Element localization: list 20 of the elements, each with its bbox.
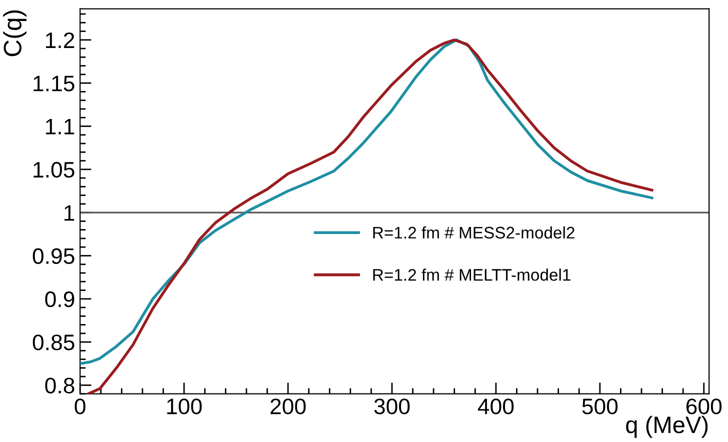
legend-label: R=1.2 fm # MESS2-model2: [373, 226, 574, 239]
y-tick-label: 0.9: [45, 291, 74, 308]
x-tick-label: 400: [478, 398, 514, 414]
y-tick-label: 1.1: [46, 119, 74, 134]
x-axis-title: q (MeV): [626, 416, 708, 438]
y-axis-title: C(q): [3, 10, 26, 56]
y-tick-label: 1: [64, 205, 74, 221]
y-tick-label: 0.95: [32, 248, 74, 264]
x-tick-label: 100: [167, 398, 202, 414]
x-tick-label: 300: [374, 398, 410, 414]
x-tick-label: 500: [582, 398, 618, 414]
y-tick-label: 0.85: [32, 334, 74, 350]
x-tick-label: 600: [686, 398, 722, 414]
x-tick-label: 200: [270, 398, 306, 414]
y-tick-label: 1.2: [46, 32, 74, 48]
legend-label: R=1.2 fm # MELTT-model1: [373, 268, 570, 281]
y-tick-label: 0.8: [45, 378, 74, 394]
y-tick-label: 1.05: [34, 162, 74, 178]
x-tick-label: 0: [74, 398, 86, 414]
y-tick-label: 1.15: [34, 76, 74, 92]
